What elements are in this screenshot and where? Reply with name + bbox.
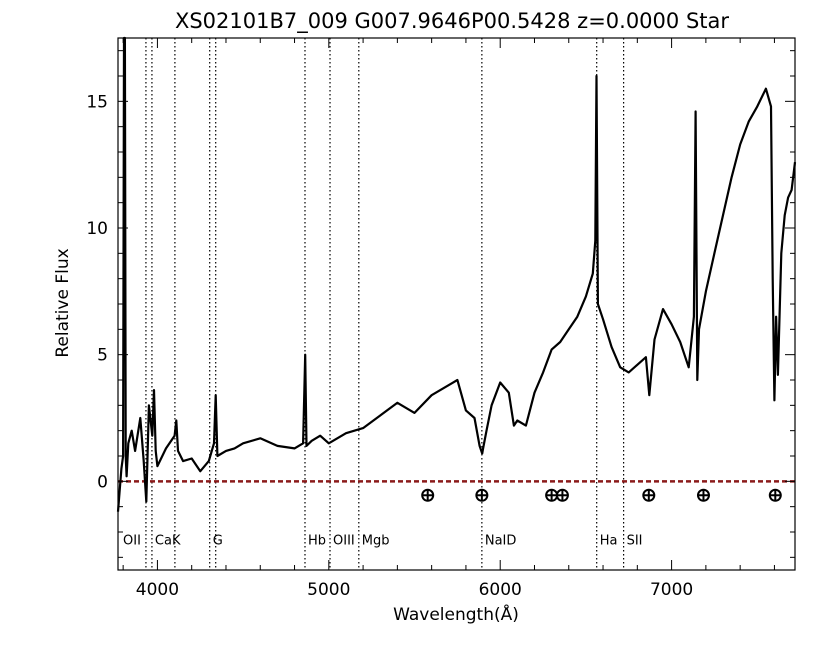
y-axis-label: Relative Flux [53, 248, 73, 357]
spectral-line-label: G [213, 534, 223, 549]
telluric-marker [555, 488, 569, 502]
spectral-line-label: NaID [485, 534, 517, 549]
x-axis-label: Wavelength(Å) [393, 603, 519, 625]
x-tick-label: 5000 [307, 580, 350, 600]
y-tick-label: 5 [97, 346, 108, 366]
spectral-line-label: OIII [333, 534, 355, 549]
spectral-line-label: Hb [308, 534, 326, 549]
telluric-marker [642, 488, 656, 502]
x-tick-label: 4000 [136, 580, 179, 600]
telluric-marker [475, 488, 489, 502]
y-tick-label: 10 [86, 219, 108, 239]
telluric-marker [421, 488, 435, 502]
spectral-line-label: Mgb [362, 534, 390, 549]
spectral-line-label: OII [123, 534, 141, 549]
chart-title: XS02101B7_009 G007.9646P00.5428 z=0.0000… [175, 9, 729, 34]
y-tick-label: 0 [97, 472, 108, 492]
spectral-line-label: Ha [600, 534, 618, 549]
telluric-marker [696, 488, 710, 502]
spectral-line-label: SII [627, 534, 643, 549]
axes: 4000 5000 6000 7000 0 5 10 15 [86, 37, 796, 600]
telluric-markers [421, 488, 782, 502]
spectral-line-label: CaK [155, 534, 181, 549]
spectrum-line [116, 36, 797, 512]
telluric-marker [545, 488, 559, 502]
x-tick-label: 6000 [479, 580, 522, 600]
telluric-marker [768, 488, 782, 502]
spectrum-series [116, 36, 797, 512]
x-tick-label: 7000 [650, 580, 693, 600]
y-tick-label: 15 [86, 92, 108, 112]
